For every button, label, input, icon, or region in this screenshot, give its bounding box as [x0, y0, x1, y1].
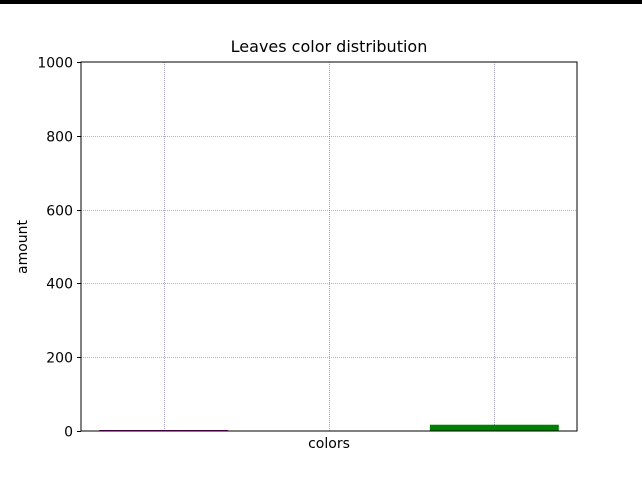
y-tick-label: 1000: [37, 56, 73, 72]
x-axis-label: colors: [308, 436, 350, 452]
y-tick-label: 200: [46, 351, 73, 367]
y-tick-label: 0: [64, 425, 73, 441]
y-axis-ticks: 0 200 400 600 800 1000: [37, 56, 81, 441]
plot-frame: [80, 61, 578, 432]
chart-title: Leaves color distribution: [231, 37, 428, 56]
bar: [429, 424, 559, 431]
figure-window: 0 200 400 600 800 1000 Leaves color distribut…: [0, 4, 642, 484]
grid: [81, 62, 577, 431]
y-tick-label: 600: [46, 204, 73, 220]
y-axis-label: amount: [15, 219, 31, 274]
y-tick-label: 400: [46, 277, 73, 293]
bar-chart: 0 200 400 600 800 1000 Leaves color distribut…: [0, 4, 642, 484]
y-tick-label: 800: [46, 130, 73, 146]
figure-background: [0, 4, 642, 484]
